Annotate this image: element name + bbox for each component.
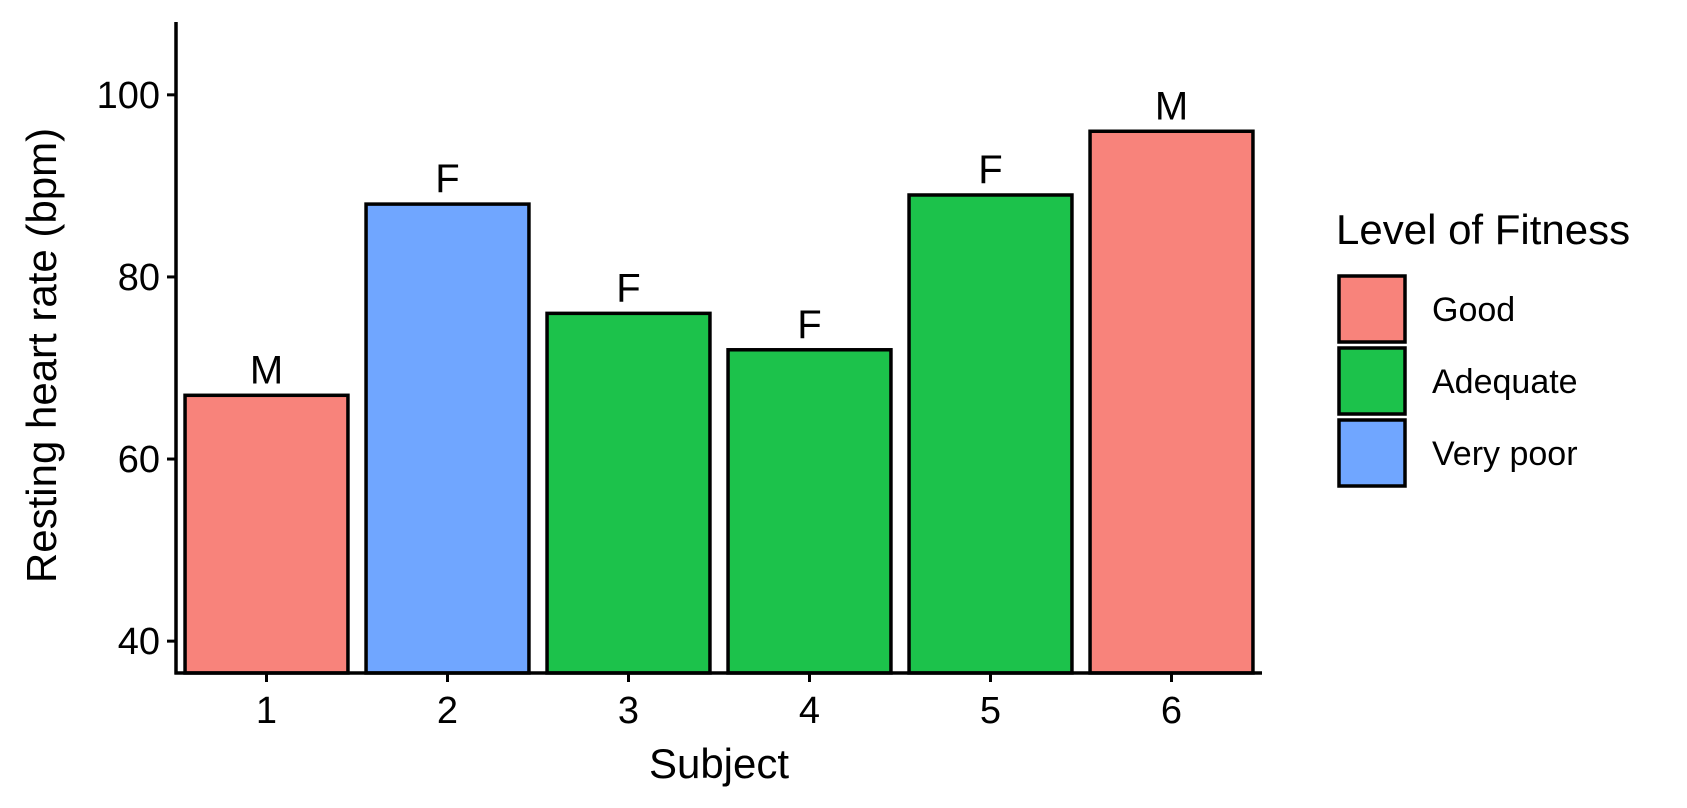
y-axis: 40 60 80 100 [97,22,178,675]
bar-subject-2 [364,202,531,675]
bar-subject-5 [907,193,1074,675]
bar-label-subject-1: M [250,348,283,392]
bar-label-subject-6: M [1155,84,1188,128]
legend-label-very-poor: Very poor [1432,435,1578,473]
x-tick-label-2: 2 [437,690,458,732]
bar-subject-6 [1088,129,1255,675]
y-tick-label-100: 100 [97,75,160,117]
x-tick-label-1: 1 [256,690,277,732]
x-tick-label-6: 6 [1161,690,1182,732]
bar-label-subject-3: F [616,266,640,310]
legend: Level of Fitness Good Adequate Very poor [1336,206,1630,488]
bar-subject-3 [545,311,712,675]
x-tick-label-4: 4 [799,690,820,732]
legend-label-adequate: Adequate [1432,363,1578,401]
bar-subject-1 [183,393,350,675]
legend-swatch-very-poor [1337,418,1407,488]
y-tick-label-60: 60 [118,439,160,481]
bar-label-subject-5: F [978,148,1002,192]
x-tick-label-5: 5 [980,690,1001,732]
legend-swatch-adequate [1337,346,1407,416]
bars-group [183,129,1255,675]
bar-label-subject-4: F [797,303,821,347]
legend-title: Level of Fitness [1336,206,1630,253]
legend-label-good: Good [1432,291,1515,329]
legend-items: Good Adequate Very poor [1337,274,1578,488]
y-axis-title: Resting heart rate (bpm) [18,128,65,583]
x-tick-label-3: 3 [618,690,639,732]
bar-subject-4 [726,348,893,675]
y-tick-label-80: 80 [118,257,160,299]
bar-label-subject-2: F [435,157,459,201]
legend-swatch-good [1337,274,1407,344]
x-axis-title: Subject [649,740,789,787]
y-tick-label-40: 40 [118,621,160,663]
bar-labels-group: M F F F F M [250,84,1188,392]
x-axis: 1 2 3 4 5 6 [174,671,1262,732]
